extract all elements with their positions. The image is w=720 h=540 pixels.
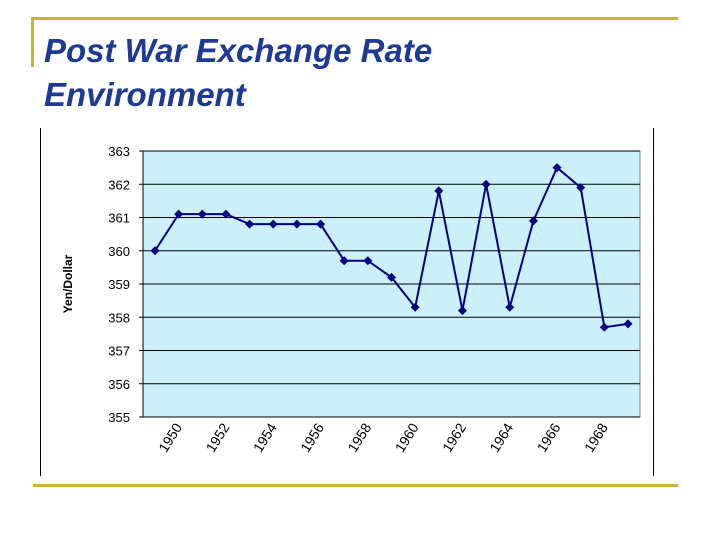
y-tick-label-358: 358	[108, 310, 130, 325]
data-point-1950	[174, 209, 184, 219]
data-point-1959	[387, 272, 396, 282]
data-point-1968	[599, 322, 609, 332]
chart-frame-left-border	[40, 128, 41, 476]
x-tick-label-1950: 1950	[155, 420, 185, 455]
accent-line-bottom	[33, 484, 678, 487]
data-point-1957	[339, 256, 349, 266]
data-point-1951	[197, 209, 207, 219]
x-tick-label-1954: 1954	[250, 420, 280, 455]
y-tick-label-363: 363	[108, 144, 130, 159]
data-point-1967	[576, 183, 586, 193]
data-point-1956	[316, 219, 326, 229]
data-point-1961	[434, 186, 444, 196]
x-tick-label-1968: 1968	[581, 420, 611, 455]
y-tick-label-359: 359	[108, 277, 130, 292]
data-point-1952	[221, 209, 231, 219]
data-point-1958	[363, 256, 373, 266]
y-tick-label-355: 355	[108, 410, 130, 425]
chart-frame: 355 356 357 358 359 360 361 362 363 1950 1952 1954…	[40, 128, 654, 478]
data-point-1949	[150, 246, 160, 256]
data-point-1963	[481, 179, 491, 189]
slide-title-line2: Environment	[44, 76, 246, 113]
data-point-1966	[552, 163, 562, 173]
x-tick-label-1964: 1964	[486, 420, 516, 455]
data-point-1955	[292, 219, 302, 229]
data-point-1965	[528, 216, 538, 226]
y-tick-label-361: 361	[108, 211, 130, 226]
accent-line-left	[31, 17, 34, 67]
data-point-1962	[457, 306, 467, 316]
x-tick-label-1966: 1966	[534, 420, 564, 455]
data-point-1953	[245, 219, 255, 229]
y-tick-label-356: 356	[108, 377, 130, 392]
slide-title: Post War Exchange Rate Environment	[44, 29, 664, 117]
x-tick-label-1952: 1952	[202, 420, 232, 455]
chart-frame-right-border	[653, 128, 654, 476]
x-tick-label-1960: 1960	[392, 420, 422, 455]
data-point-1954	[268, 219, 278, 229]
x-tick-label-1962: 1962	[439, 420, 469, 455]
slide-title-line1: Post War Exchange Rate	[44, 32, 433, 69]
x-tick-label-1956: 1956	[297, 420, 327, 455]
y-tick-label-360: 360	[108, 244, 130, 259]
y-axis-label: Yen/Dollar	[61, 254, 75, 313]
y-tick-label-357: 357	[108, 344, 130, 359]
exchange-rate-chart: 355 356 357 358 359 360 361 362 363 1950 1952 1954…	[61, 144, 641, 455]
data-point-1960	[410, 302, 420, 312]
y-tick-label-362: 362	[108, 177, 130, 192]
data-point-1969	[623, 319, 633, 329]
accent-line-top	[33, 17, 678, 20]
x-tick-label-1958: 1958	[344, 420, 374, 455]
data-point-1964	[505, 302, 515, 312]
